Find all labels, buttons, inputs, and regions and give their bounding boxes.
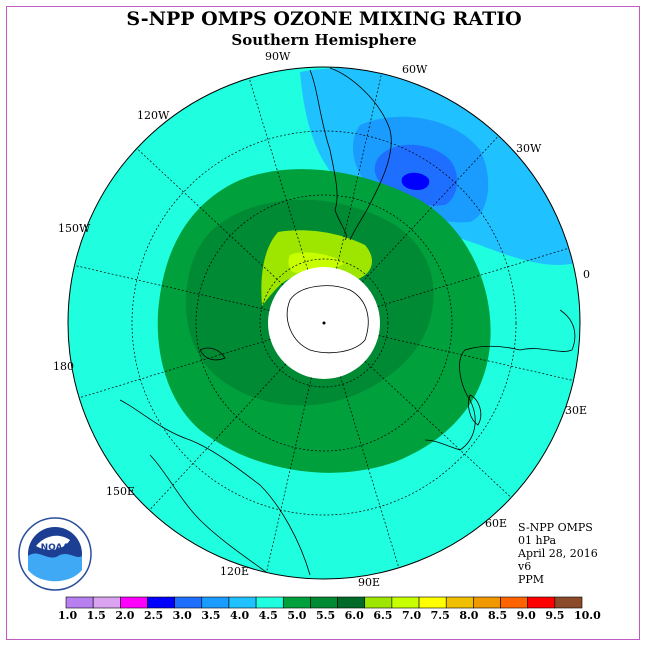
colorbar-swatch	[147, 596, 175, 609]
colorbar-tick-label: 9.0	[516, 609, 536, 622]
colorbar-tick-label: 5.5	[316, 609, 336, 622]
lon-label-120e: 120E	[220, 565, 249, 578]
lon-label-0: 0	[583, 268, 590, 281]
latitude-circle	[131, 130, 517, 516]
colorbar-tick-label: 2.0	[115, 609, 135, 622]
colorbar-swatch	[310, 596, 338, 609]
colorbar-swatch	[337, 596, 366, 609]
colorbar-swatch	[445, 596, 474, 609]
colorbar-swatch	[120, 596, 148, 609]
island	[199, 347, 226, 361]
colorbar-tick-label: 8.5	[488, 609, 508, 622]
map-subtitle: Southern Hemisphere	[231, 31, 417, 49]
colorbar-swatch	[418, 596, 447, 609]
colorbar-swatch	[500, 596, 528, 609]
colorbar-tick-label: 3.0	[172, 609, 192, 622]
colorbar-tick-label: 7.0	[402, 609, 422, 622]
australia-coast	[119, 399, 311, 576]
colorbar-tick-label: 2.5	[144, 609, 164, 622]
colorbar-tick-label: 6.0	[344, 609, 364, 622]
lon-label-90w: 90W	[265, 50, 291, 63]
colorbar-tick-label: 10.0	[574, 609, 601, 622]
colorbar-tick-label: 1.0	[58, 609, 78, 622]
south-america-coast	[309, 69, 347, 241]
lon-label-30e: 30E	[565, 404, 587, 417]
lon-label-60e: 60E	[485, 517, 507, 530]
latitude-circle	[259, 258, 389, 388]
info-instrument: S-NPP OMPS	[518, 521, 593, 534]
noaa-logo: NOAA	[18, 517, 92, 591]
meridian-line	[136, 148, 284, 286]
madagascar	[468, 394, 482, 426]
plot-frame	[6, 6, 640, 640]
colorbar-swatch	[282, 596, 311, 609]
colorbar-swatch	[391, 596, 420, 609]
graticule	[74, 73, 574, 573]
colorbar-tick-label: 3.5	[201, 609, 221, 622]
ozone-band-2.5	[401, 172, 430, 190]
lon-label-120w: 120W	[137, 109, 170, 122]
colorbar	[65, 596, 583, 609]
noaa-logo-text: NOAA	[41, 543, 70, 553]
info-level: 01 hPa	[518, 534, 557, 547]
info-date: April 28, 2016	[518, 547, 598, 560]
meridian-line	[336, 73, 382, 269]
colorbar-tick-label: 6.5	[373, 609, 393, 622]
meridian-line	[74, 265, 270, 311]
lon-label-30w: 30W	[516, 142, 542, 155]
lon-label-90e: 90E	[358, 576, 380, 589]
lon-label-150e: 150E	[106, 485, 135, 498]
south-america-east-coast	[329, 67, 392, 241]
info-units: PPM	[518, 573, 545, 586]
map-title: S-NPP OMPS OZONE MIXING RATIO	[126, 8, 522, 30]
colorbar-swatch	[92, 596, 121, 609]
latitude-circle	[195, 194, 453, 452]
colorbar-tick-label: 4.5	[258, 609, 278, 622]
meridian-line	[149, 363, 287, 511]
colorbar-swatch	[228, 596, 257, 609]
south-pole-marker	[322, 321, 326, 325]
colorbar-tick-label: 4.0	[230, 609, 250, 622]
coastlines	[119, 67, 576, 576]
lon-label-60w: 60W	[402, 63, 428, 76]
colorbar-tick-label: 9.5	[545, 609, 565, 622]
meridian-line	[364, 360, 512, 498]
map-boundary	[67, 66, 581, 580]
colorbar-swatch	[527, 596, 556, 609]
lon-label-180: 180	[53, 360, 74, 373]
meridian-line	[79, 339, 271, 399]
colorbar-swatch	[255, 596, 284, 609]
meridian-line	[378, 335, 574, 381]
info-version: v6	[518, 560, 532, 573]
meridian-line	[340, 376, 400, 568]
colorbar-swatch	[174, 596, 203, 609]
lon-label-150w: 150W	[58, 222, 91, 235]
colorbar-swatch	[554, 596, 583, 609]
colorbar-swatch	[473, 596, 501, 609]
antarctica-coast	[286, 285, 369, 354]
colorbar-swatch	[65, 596, 94, 609]
meridian-line	[248, 78, 308, 270]
meridian-line	[361, 135, 499, 283]
colorbar-swatch	[364, 596, 393, 609]
colorbar-tick-label: 1.5	[86, 609, 106, 622]
australia-south-coast	[149, 454, 271, 576]
colorbar-tick-label: 5.0	[287, 609, 307, 622]
colorbar-tick-label: 8.0	[459, 609, 479, 622]
africa-coast	[424, 309, 576, 451]
meridian-line	[377, 247, 569, 307]
meridians	[74, 73, 574, 573]
colorbar-swatch	[201, 596, 230, 609]
meridian-line	[266, 377, 312, 573]
colorbar-tick-label: 7.5	[430, 609, 450, 622]
